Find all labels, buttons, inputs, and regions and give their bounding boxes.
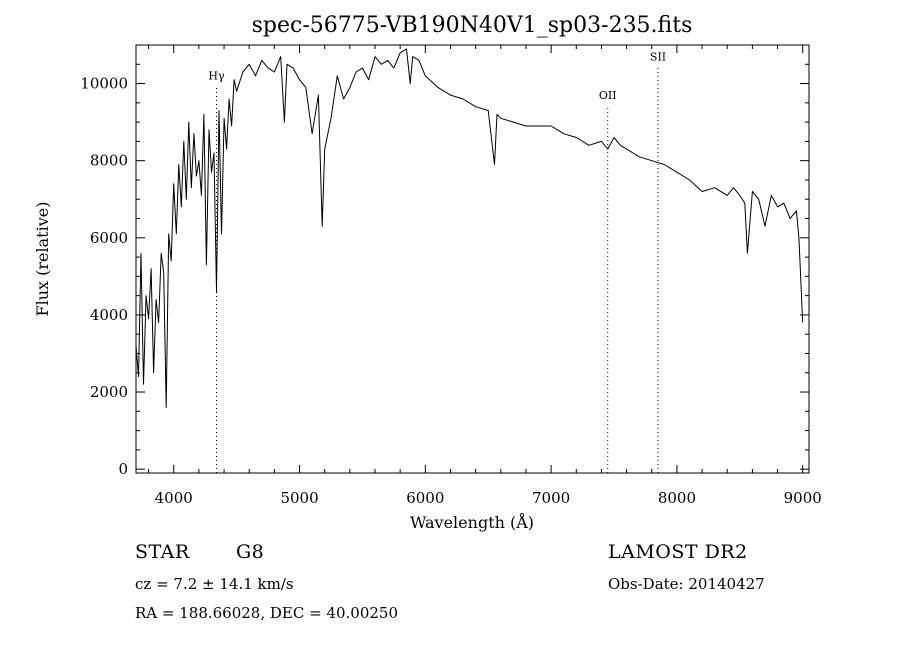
chart-title: spec-56775-VB190N40V1_sp03-235.fits — [252, 13, 693, 38]
y-tick-label: 6000 — [90, 229, 128, 247]
survey-name: LAMOST DR2 — [608, 541, 748, 563]
series-group — [135, 48, 804, 408]
spectral-line-label: SII — [650, 50, 666, 63]
spectral-line-label: OII — [599, 89, 617, 102]
y-axis: 0 2000 4000 6000 8000 10000 — [80, 63, 809, 478]
spectrum-series-line — [135, 48, 804, 408]
y-tick-label: 4000 — [90, 306, 128, 324]
x-tick-label: 6000 — [406, 489, 444, 507]
y-tick-label: 8000 — [90, 152, 128, 170]
x-tick-label: 9000 — [784, 489, 822, 507]
plot-frame — [135, 44, 810, 474]
x-tick-label: 7000 — [532, 489, 570, 507]
x-axis: 4000 5000 6000 7000 8000 9000 — [148, 45, 822, 507]
spectral-line-label: Hγ — [208, 70, 225, 83]
x-tick-label: 4000 — [155, 489, 193, 507]
obs-date: Obs-Date: 20140427 — [608, 575, 765, 593]
object-subclass: G8 — [236, 541, 265, 563]
y-tick-label: 2000 — [90, 383, 128, 401]
y-axis-label: Flux (relative) — [33, 202, 52, 317]
x-tick-label: 8000 — [658, 489, 696, 507]
x-axis-label: Wavelength (Å) — [410, 512, 534, 532]
x-tick-label: 5000 — [280, 489, 318, 507]
object-class: STAR — [135, 541, 190, 563]
spectral-line-markers: Hγ OII SII — [208, 50, 666, 473]
y-tick-label: 10000 — [80, 75, 128, 93]
velocity-readout: cz = 7.2 ± 14.1 km/s — [135, 575, 294, 593]
coordinates: RA = 188.66028, DEC = 40.00250 — [135, 604, 399, 622]
y-tick-label: 0 — [118, 460, 128, 478]
